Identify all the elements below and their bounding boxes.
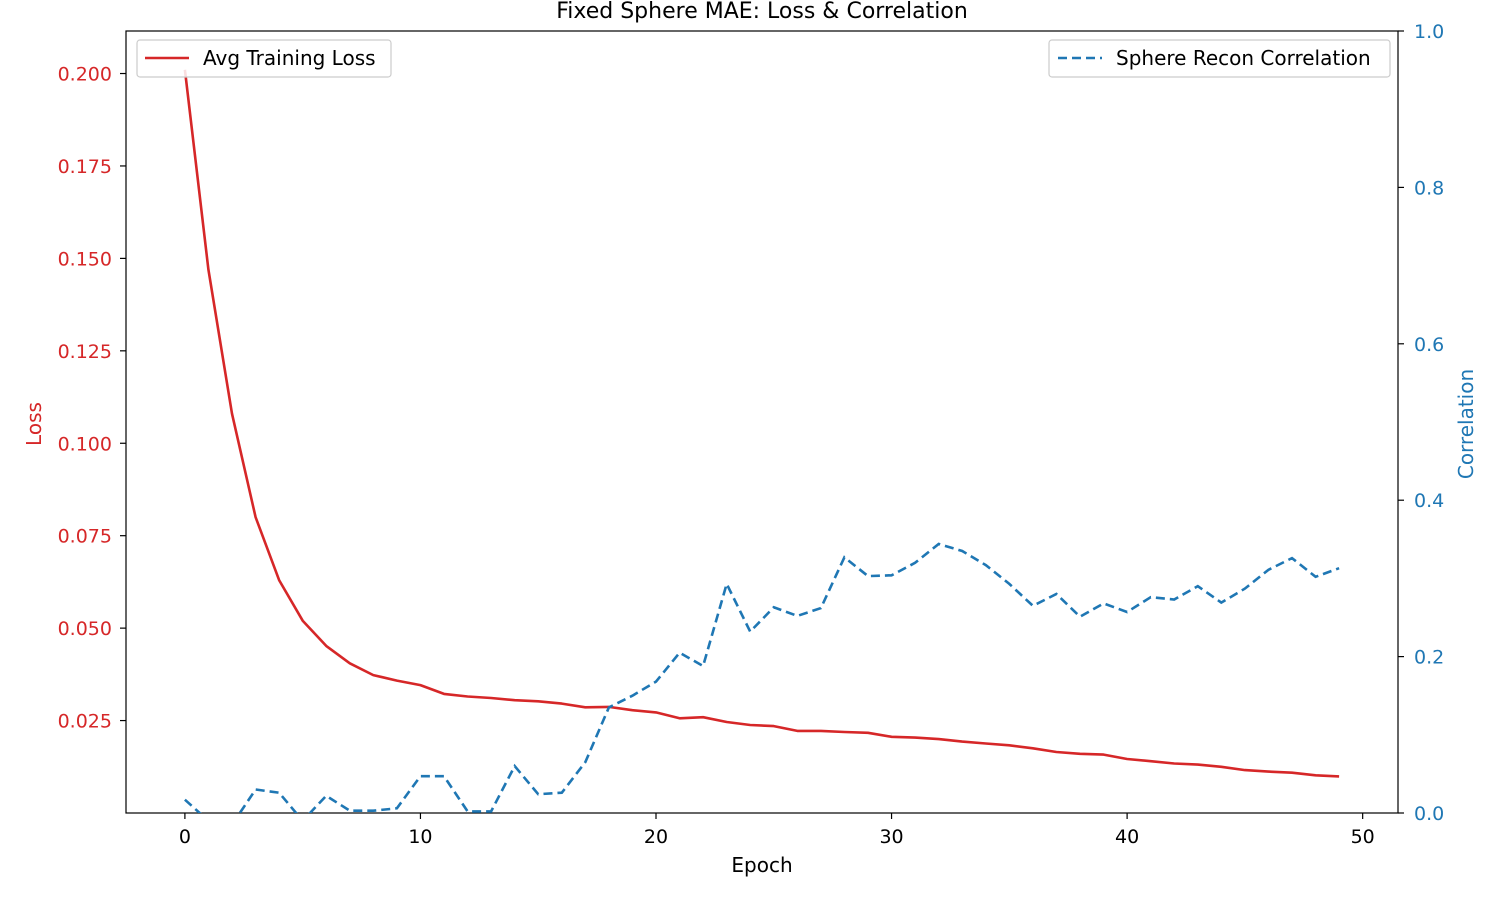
y-right-tick-label: 0.0: [1414, 803, 1444, 825]
x-tick-label: 30: [879, 826, 903, 848]
series-line-loss: [183, 69, 1340, 778]
y-left-tick-label: 0.200: [58, 64, 112, 86]
y-axis-right-ticks: 0.0 0.2 0.4 0.6 0.8 1.0: [1398, 21, 1444, 825]
y-left-tick-label: 0.050: [58, 618, 112, 640]
legend-right-box: [1048, 39, 1391, 78]
y-left-tick-label: 0.175: [58, 156, 112, 178]
legend-loss-label: Avg Training Loss: [203, 46, 376, 70]
y-left-tick-label: 0.100: [58, 433, 112, 455]
y-left-tick-label: 0.075: [58, 526, 112, 548]
y-right-tick-label: 0.6: [1414, 334, 1444, 356]
y-left-tick-label: 0.125: [58, 341, 112, 363]
y-left-tick-label: 0.150: [58, 248, 112, 270]
x-tick-label: 0: [179, 826, 191, 848]
legend-correlation-label: Sphere Recon Correlation: [1116, 46, 1371, 70]
x-tick-label: 50: [1351, 826, 1375, 848]
y-axis-right-label: Correlation: [1454, 369, 1478, 479]
y-right-tick-label: 0.2: [1414, 647, 1444, 669]
x-tick-label: 40: [1115, 826, 1139, 848]
x-tick-label: 10: [408, 826, 432, 848]
legend-right: Sphere Recon Correlation: [1048, 39, 1391, 78]
y-axis-left-label: Loss: [22, 402, 46, 446]
chart-title: Fixed Sphere MAE: Loss & Correlation: [556, 0, 968, 24]
y-left-tick-label: 0.025: [58, 711, 112, 733]
x-axis-ticks: 0 10 20 30 40 50: [179, 813, 1375, 848]
y-right-tick-label: 0.8: [1414, 177, 1444, 199]
plot-frame: [125, 30, 1399, 814]
y-right-tick-label: 0.4: [1414, 490, 1444, 512]
y-right-tick-label: 1.0: [1414, 21, 1444, 43]
x-tick-label: 20: [644, 826, 668, 848]
legend-left-box: [136, 39, 392, 78]
x-axis-label: Epoch: [731, 853, 792, 877]
series-line-correlation: [184, 542, 1340, 813]
y-axis-left-ticks: 0.025 0.050 0.075 0.100 0.125 0.150 0.175 0.200: [58, 64, 126, 733]
legend-left: Avg Training Loss: [136, 39, 392, 78]
